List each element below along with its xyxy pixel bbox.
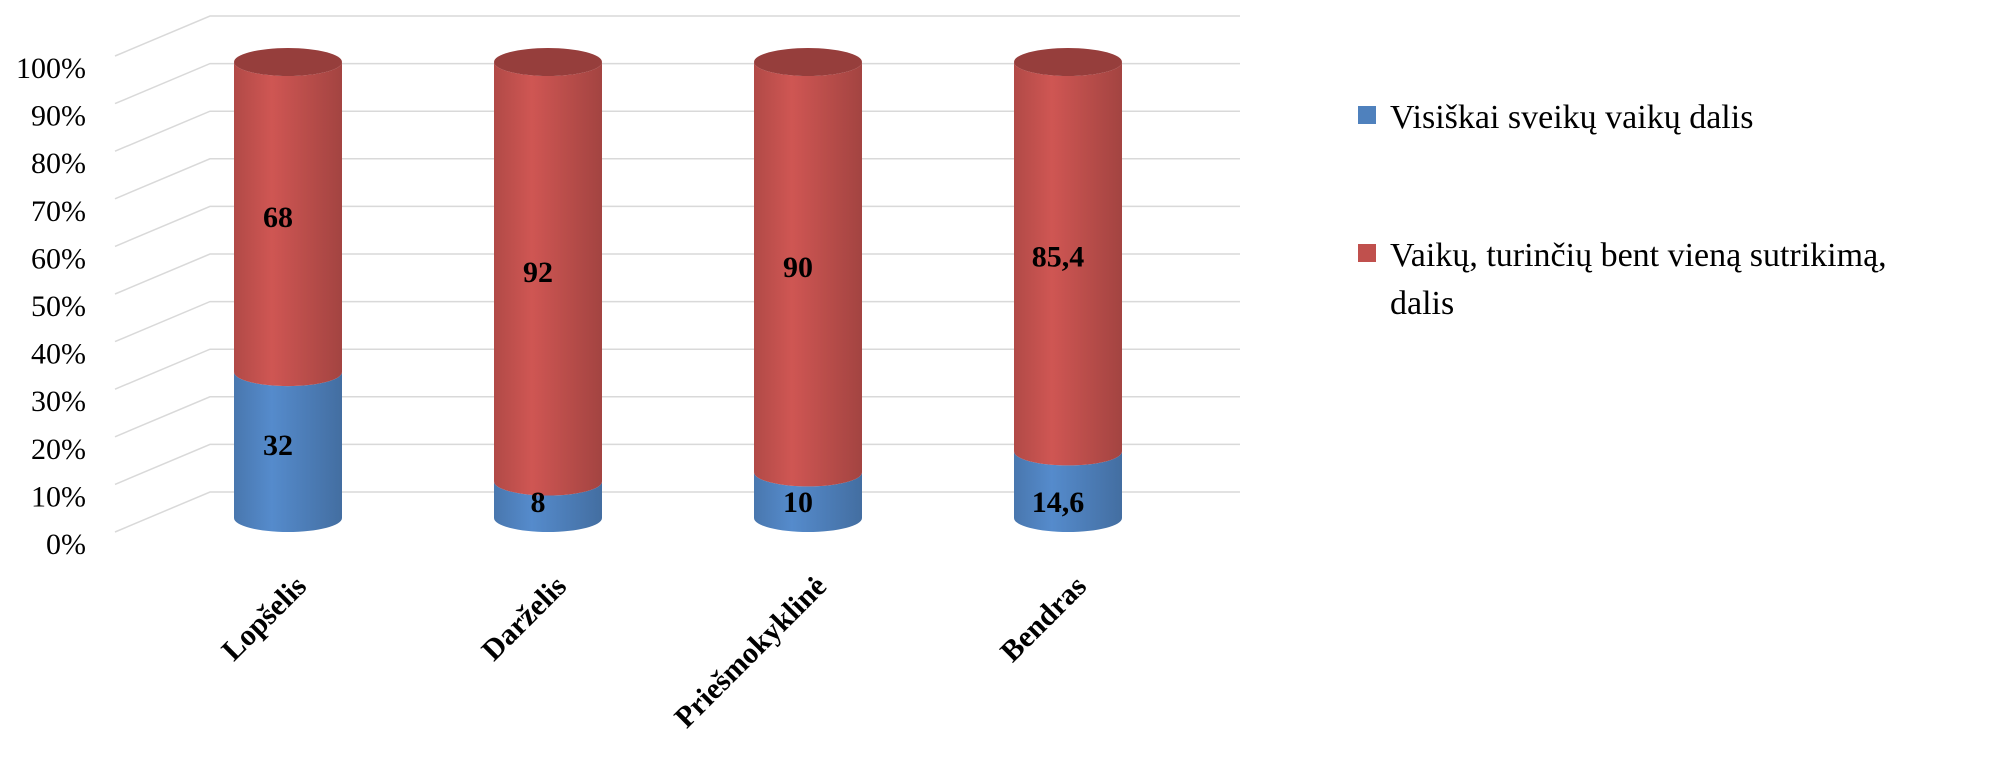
gridline: [114, 62, 1240, 105]
legend-label: Visiškai sveikų vaikų dalis: [1390, 99, 1753, 136]
y-tick-label: 10%: [31, 480, 86, 513]
gridline: [114, 348, 1240, 390]
data-label: 10: [783, 486, 813, 519]
legend-entry: Visiškai sveikų vaikų dalis: [1358, 99, 1753, 136]
gridline: [114, 443, 1240, 486]
x-axis-categories: Lopšelis Darželis Priešmokyklinė Bendras: [215, 570, 1093, 735]
y-tick-label: 70%: [31, 195, 86, 228]
bar-disorder-segment: [754, 62, 862, 487]
y-tick-label: 40%: [31, 338, 86, 371]
y-axis-ticks: 0% 10% 20% 30% 40% 50% 60% 70% 80% 90% 100%: [16, 52, 86, 561]
bar-healthy-segment: [234, 372, 342, 532]
data-label: 68: [263, 201, 293, 234]
bar-top-cap: [494, 48, 602, 76]
bar-disorder-segment: [1014, 62, 1122, 466]
y-tick-label: 90%: [31, 100, 86, 133]
legend: Visiškai sveikų vaikų dalis Vaikų, turinč…: [1358, 99, 1887, 322]
data-label: 85,4: [1032, 241, 1085, 274]
x-category-label: Lopšelis: [215, 570, 313, 668]
gridline: [114, 253, 1240, 295]
bar-disorder-segment: [234, 62, 342, 387]
gridlines: [114, 15, 1240, 533]
gridline: [114, 491, 1240, 533]
bar-top-cap: [1014, 48, 1122, 76]
legend-entry: Vaikų, turinčių bent vieną sutrikimą, dal…: [1358, 237, 1887, 322]
gridline: [114, 158, 1240, 200]
x-category-label: Darželis: [475, 570, 573, 668]
y-tick-label: 0%: [46, 528, 86, 561]
data-label: 92: [523, 256, 553, 289]
y-tick-label: 50%: [31, 290, 86, 323]
x-category-label: Priešmokyklinė: [668, 570, 833, 735]
bar-top-cap: [754, 48, 862, 76]
data-labels: 32 68 8 92 10 90 14,6 85,4: [263, 201, 1084, 519]
bar-disorder-segment: [494, 62, 602, 496]
bar-healthy-segment: [1014, 451, 1122, 532]
data-label: 8: [531, 486, 546, 519]
legend-label: Vaikų, turinčių bent vieną sutrikimą, dal…: [1390, 237, 1887, 322]
bar-healthy-segment: [754, 472, 862, 532]
x-category-label: Bendras: [994, 570, 1093, 669]
gridline: [114, 15, 1240, 57]
legend-swatch: [1358, 106, 1376, 124]
bar-healthy-segment: [494, 481, 602, 532]
gridline: [114, 396, 1240, 438]
y-tick-label: 60%: [31, 242, 86, 275]
bar-top-cap: [234, 48, 342, 76]
data-label: 90: [783, 251, 813, 284]
y-tick-label: 100%: [16, 52, 86, 85]
legend-swatch: [1358, 244, 1376, 262]
bars: [234, 48, 1122, 532]
y-tick-label: 20%: [31, 433, 86, 466]
data-label: 14,6: [1032, 486, 1085, 519]
gridline: [114, 110, 1240, 152]
gridline: [114, 205, 1240, 248]
y-tick-label: 30%: [31, 385, 86, 418]
gridline: [114, 300, 1240, 343]
y-tick-label: 80%: [31, 147, 86, 180]
data-label: 32: [263, 429, 293, 462]
